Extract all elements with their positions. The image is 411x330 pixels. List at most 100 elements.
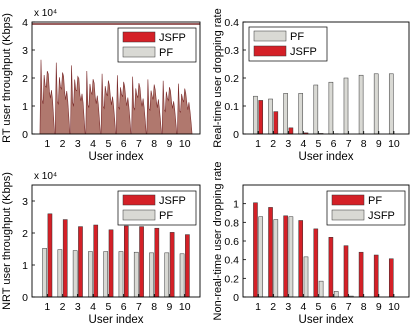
bar-jsfp-3 bbox=[78, 226, 83, 298]
legend-swatch-pf bbox=[253, 30, 287, 42]
bar-pf-2 bbox=[57, 249, 63, 298]
bar-pf-2 bbox=[268, 98, 273, 135]
y-tick-label: 2 bbox=[22, 73, 28, 85]
bar-pf-10 bbox=[388, 258, 394, 298]
x-tick-label: 6 bbox=[331, 301, 337, 313]
axis-exponent: x 10⁴ bbox=[34, 8, 57, 19]
x-tick-label: 5 bbox=[316, 138, 322, 150]
bar-jsfp-2 bbox=[62, 219, 68, 298]
bar-jsfp-1 bbox=[258, 216, 264, 298]
y-tick-label: 1 bbox=[233, 199, 239, 211]
x-tick-label: 3 bbox=[285, 138, 291, 150]
y-axis-label: RT user throughput (Kbps) bbox=[1, 13, 13, 143]
bar-jsfp-1 bbox=[47, 213, 53, 298]
x-tick-label: 1 bbox=[44, 138, 50, 150]
y-tick-label: 1 bbox=[22, 101, 28, 113]
x-tick-label: 4 bbox=[90, 301, 96, 313]
y-axis-label: NRT user throughput (Kbps) bbox=[1, 172, 13, 310]
x-tick-label: 2 bbox=[270, 301, 276, 313]
legend-swatch-pf bbox=[331, 194, 365, 206]
plot-frame bbox=[242, 184, 410, 298]
bar-pf-3 bbox=[283, 215, 288, 298]
x-tick-label: 4 bbox=[300, 138, 306, 150]
legend-swatch-jsfp bbox=[122, 194, 156, 206]
x-tick-label: 7 bbox=[346, 138, 352, 150]
bar-pf-5 bbox=[313, 228, 319, 298]
x-tick-label: 8 bbox=[361, 301, 367, 313]
throughput-peak-6 bbox=[115, 75, 132, 135]
throughput-peak-10 bbox=[177, 83, 193, 135]
legend: PF JSFP bbox=[326, 190, 406, 226]
y-tick-label: 3 bbox=[22, 45, 28, 57]
x-axis-label: User index bbox=[299, 314, 354, 326]
y-tick-label: 4 bbox=[22, 17, 28, 29]
throughput-peak-7 bbox=[131, 76, 147, 135]
bar-jsfp-10 bbox=[185, 234, 190, 298]
x-tick-label: 5 bbox=[105, 301, 111, 313]
bar-pf-10 bbox=[179, 253, 185, 298]
y-tick-label: 0.6 bbox=[224, 236, 239, 248]
bar-jsfp-2 bbox=[273, 219, 279, 298]
y-tick-label: 0 bbox=[233, 129, 239, 141]
chart-panel-2: 0 0.1 0.2 0.3 0.4 1 2 3 4 5 6 7 8 9 10 User index Real-t… bbox=[212, 8, 410, 163]
x-tick-label: 2 bbox=[60, 301, 66, 313]
bar-jsfp-6 bbox=[333, 291, 339, 298]
x-tick-label: 7 bbox=[136, 301, 142, 313]
throughput-peak-5 bbox=[100, 73, 117, 135]
bar-pf-3 bbox=[72, 250, 78, 298]
x-tick-label: 7 bbox=[346, 301, 352, 313]
x-tick-label: 3 bbox=[75, 301, 81, 313]
bar-jsfp-3 bbox=[288, 216, 294, 298]
plot-frame bbox=[31, 21, 201, 135]
bar-pf-4 bbox=[88, 251, 93, 298]
legend-label-jsfp: JSFP bbox=[159, 32, 186, 44]
bar-jsfp-4 bbox=[303, 256, 309, 298]
x-axis-label: User index bbox=[89, 314, 144, 326]
bar-jsfp-7 bbox=[139, 226, 144, 298]
x-tick-label: 9 bbox=[167, 301, 173, 313]
legend-swatch-pf bbox=[122, 209, 156, 221]
y-tick-label: 2 bbox=[22, 228, 28, 240]
bar-pf-4 bbox=[298, 220, 304, 298]
legend-swatch-pf bbox=[122, 46, 156, 58]
x-tick-label: 9 bbox=[167, 138, 173, 150]
bar-pf-2 bbox=[268, 207, 273, 298]
bar-pf-8 bbox=[149, 252, 154, 298]
bar-jsfp-5 bbox=[318, 280, 324, 298]
throughput-peak-3 bbox=[70, 65, 86, 135]
bar-jsfp-1 bbox=[258, 100, 264, 135]
legend-swatch-jsfp bbox=[253, 45, 287, 57]
throughput-peak-9 bbox=[161, 80, 178, 135]
bar-jsfp-5 bbox=[108, 229, 114, 298]
y-tick-label: 0.4 bbox=[224, 17, 239, 29]
y-tick-label: 0.4 bbox=[224, 255, 239, 267]
x-axis-label: User index bbox=[299, 151, 354, 163]
bar-pf-1 bbox=[42, 248, 47, 298]
throughput-peak-1 bbox=[39, 59, 55, 135]
throughput-peak-8 bbox=[146, 79, 162, 135]
y-tick-label: 3 bbox=[22, 196, 28, 208]
bar-pf-1 bbox=[253, 95, 258, 135]
y-tick-label: 0.2 bbox=[224, 73, 239, 85]
legend-label-pf: PF bbox=[159, 47, 173, 59]
x-tick-label: 2 bbox=[60, 138, 66, 150]
x-tick-label: 10 bbox=[179, 301, 191, 313]
x-tick-label: 6 bbox=[331, 138, 337, 150]
legend-label-pf: PF bbox=[290, 31, 304, 43]
x-tick-label: 1 bbox=[44, 301, 50, 313]
bar-jsfp-9 bbox=[169, 232, 175, 298]
x-tick-label: 6 bbox=[121, 301, 127, 313]
x-axis-label: User index bbox=[89, 151, 144, 163]
y-tick-label: 0.1 bbox=[224, 101, 239, 113]
y-axis-label: Real-time user dropping rate bbox=[212, 8, 224, 147]
bar-jsfp-2 bbox=[273, 111, 279, 135]
plot-frame bbox=[31, 184, 201, 298]
bar-pf-7 bbox=[343, 245, 349, 298]
x-tick-label: 4 bbox=[300, 301, 306, 313]
legend-label-jsfp: JSFP bbox=[290, 46, 317, 58]
x-tick-label: 7 bbox=[136, 138, 142, 150]
